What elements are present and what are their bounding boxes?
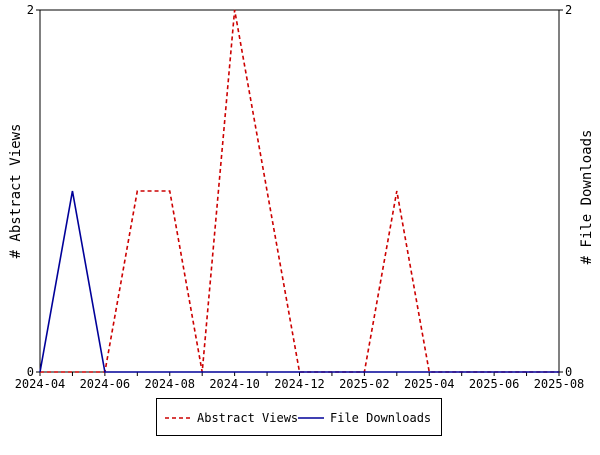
labels-layer: 2024-04 2024-06 2024-08 2024-10 2024-12 2025-… [15, 3, 585, 391]
ticks-layer [36, 9, 563, 376]
legend-label-file-downloads: File Downloads [330, 411, 432, 425]
x-tick-label: 2024-04 [15, 377, 66, 391]
plot-frame [39, 9, 560, 373]
series-line-abstract-views [40, 9, 559, 373]
legend-swatch-file-downloads [298, 417, 324, 419]
legend-item-file-downloads: File Downloads [298, 411, 431, 425]
series-layer [39, 9, 559, 373]
y-tick-label-right: 2 [565, 3, 572, 17]
x-tick-label: 2024-10 [209, 377, 260, 391]
x-tick-label: 2024-12 [274, 377, 325, 391]
x-tick-label: 2025-04 [404, 377, 455, 391]
legend-label-abstract-views: Abstract Views [197, 411, 299, 425]
y-axis-label-right: # File Downloads [579, 130, 595, 265]
legend: Abstract Views File Downloads [156, 398, 442, 436]
x-tick-label: 2025-08 [534, 377, 585, 391]
series-line-file-downloads [39, 190, 559, 373]
x-tick-label: 2025-02 [339, 377, 390, 391]
x-tick-label: 2024-06 [80, 377, 131, 391]
y-tick-label-left: 0 [27, 365, 34, 379]
y-axis-label-left: # Abstract Views [8, 124, 24, 259]
y-tick-label-left: 2 [27, 3, 34, 17]
legend-swatch-abstract-views [165, 417, 191, 419]
x-tick-label: 2024-08 [144, 377, 195, 391]
x-tick-label: 2025-06 [469, 377, 520, 391]
y-tick-label-right: 0 [565, 365, 572, 379]
legend-item-abstract-views: Abstract Views [165, 411, 298, 425]
